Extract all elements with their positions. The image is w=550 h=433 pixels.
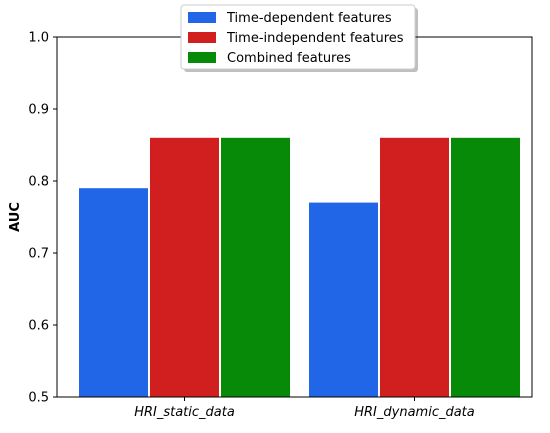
y-axis-title: AUC (8, 202, 23, 232)
x-tick-label-HRI_dynamic_data: HRI_dynamic_data (354, 405, 475, 420)
y-tick-label: 1.0 (28, 31, 49, 46)
y-axis: 0.5 0.6 0.7 0.8 0.9 1.0 (28, 31, 57, 406)
bar-HRI_static_data-1 (150, 137, 219, 398)
y-tick-label: 0.6 (28, 319, 49, 334)
legend-label-0: Time-dependent features (226, 11, 392, 26)
bar-HRI_dynamic_data-0 (309, 202, 378, 397)
bar-HRI_dynamic_data-2 (451, 137, 520, 398)
legend-box (180, 4, 416, 70)
y-tick-label: 0.8 (28, 175, 49, 190)
x-axis: HRI_static_data HRI_dynamic_data (134, 397, 475, 420)
y-tick-label: 0.9 (28, 103, 49, 118)
legend-swatch-1 (188, 32, 216, 43)
legend-swatch-0 (188, 12, 216, 23)
bars-group (79, 137, 520, 398)
bar-HRI_static_data-0 (79, 188, 148, 397)
legend-swatch-2 (188, 52, 216, 63)
legend: Time-dependent features Time-independent … (180, 4, 418, 72)
bar-HRI_dynamic_data-1 (380, 137, 449, 398)
y-tick-label: 0.5 (28, 391, 49, 406)
y-tick-label: 0.7 (28, 247, 49, 262)
bar-HRI_static_data-2 (221, 137, 290, 398)
legend-label-2: Combined features (227, 51, 351, 66)
x-tick-label-HRI_static_data: HRI_static_data (134, 405, 235, 420)
legend-label-1: Time-independent features (226, 31, 404, 46)
